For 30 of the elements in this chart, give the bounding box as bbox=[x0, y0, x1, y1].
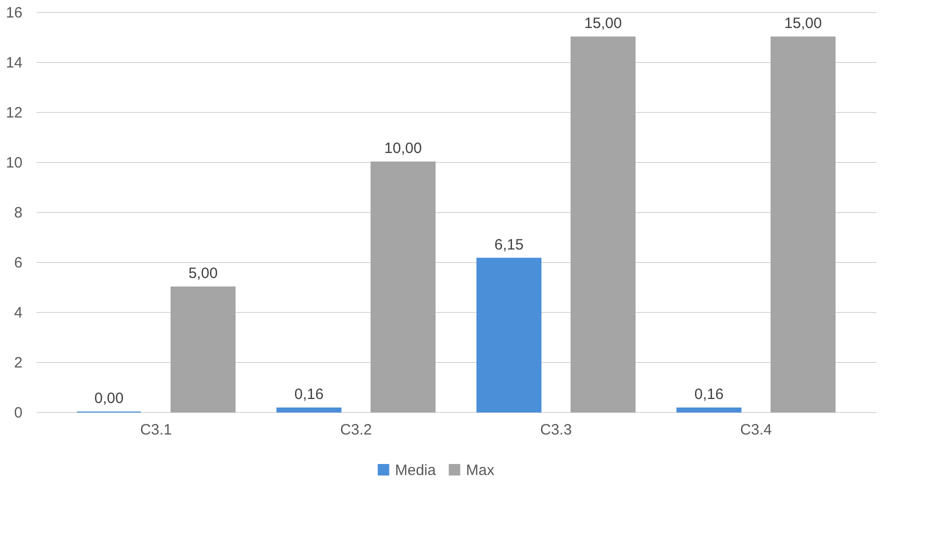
y-tick-label: 6 bbox=[14, 254, 22, 272]
x-tick-label: C3.4 bbox=[740, 422, 772, 438]
y-tick-label: 10 bbox=[6, 154, 22, 172]
y-tick-label: 0 bbox=[14, 404, 22, 422]
bar bbox=[676, 408, 742, 412]
y-tick-label: 8 bbox=[14, 204, 22, 222]
y-tick-label: 14 bbox=[6, 54, 22, 72]
bar bbox=[570, 36, 636, 412]
x-tick-label: C3.2 bbox=[340, 422, 372, 438]
x-tick-label: C3.3 bbox=[540, 422, 572, 438]
bar bbox=[276, 408, 342, 412]
data-label: 0,16 bbox=[294, 386, 324, 403]
data-label: 15,00 bbox=[784, 15, 822, 32]
bar bbox=[770, 36, 836, 412]
y-tick-label: 16 bbox=[6, 4, 22, 22]
data-label: 6,15 bbox=[494, 236, 524, 254]
bar bbox=[476, 258, 542, 412]
data-label: 5,00 bbox=[188, 265, 218, 282]
data-label: 10,00 bbox=[384, 140, 422, 157]
legend-label: Media bbox=[395, 462, 437, 479]
bar bbox=[370, 162, 436, 412]
legend-label: Max bbox=[466, 462, 495, 479]
y-tick-label: 12 bbox=[6, 104, 22, 122]
data-label: 0,16 bbox=[694, 386, 724, 403]
x-tick-label: C3.1 bbox=[140, 422, 172, 438]
data-label: 0,00 bbox=[94, 390, 124, 407]
y-tick-label: 4 bbox=[14, 304, 22, 322]
y-tick-label: 2 bbox=[14, 354, 22, 372]
data-label: 15,00 bbox=[584, 15, 622, 32]
bar bbox=[170, 286, 236, 412]
